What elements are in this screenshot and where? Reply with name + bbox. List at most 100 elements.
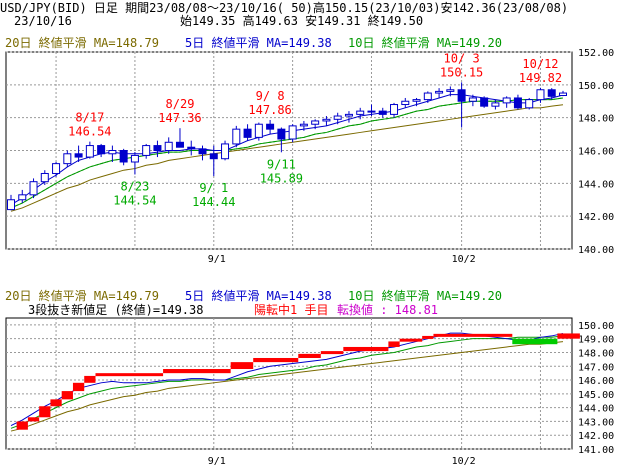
line-break-brick <box>16 421 28 430</box>
candle-body <box>243 128 252 138</box>
top-y-tick-label: 144.00 <box>578 179 614 190</box>
bottom-y-tick-label: 145.00 <box>578 390 614 401</box>
candle-body <box>401 100 410 106</box>
candle-body <box>311 120 320 125</box>
candle-body <box>412 99 421 102</box>
candle-body <box>468 97 477 102</box>
line-break-brick <box>27 417 40 422</box>
bottom-x-tick-label: 10/2 <box>452 456 476 467</box>
candle-body <box>390 104 399 115</box>
high-annotation-value: 146.54 <box>68 125 111 139</box>
candle-body <box>221 143 230 160</box>
line-break-brick <box>163 369 231 374</box>
top-y-tick-label: 146.00 <box>578 147 614 158</box>
candle-body <box>232 128 241 145</box>
candle-body <box>536 89 545 101</box>
bottom-y-tick-label: 147.00 <box>578 362 614 373</box>
candle-body <box>502 97 511 104</box>
candle-body <box>423 92 432 101</box>
candle-body <box>18 194 27 201</box>
line-break-brick <box>320 351 344 355</box>
candle-body <box>322 118 331 122</box>
high-annotation-value: 147.86 <box>248 103 291 117</box>
high-annotation-date: 9/ 8 <box>256 89 285 103</box>
candle-body <box>74 153 83 158</box>
candle-body <box>559 92 567 97</box>
candle-body <box>187 146 196 150</box>
candle-body <box>29 181 38 196</box>
candle-body <box>52 163 61 174</box>
candle-body <box>378 110 387 115</box>
top-y-tick-label: 150.00 <box>578 81 614 92</box>
chart-header-ohlc: 始149.35 高149.63 安149.31 終149.50 <box>180 14 424 28</box>
line-break-brick <box>39 406 51 418</box>
high-annotation-value: 149.82 <box>519 71 562 85</box>
bottom-x-tick-label: 9/1 <box>208 456 226 467</box>
line-break-brick <box>512 338 558 345</box>
candle-body <box>209 153 218 160</box>
bottom-y-tick-label: 144.00 <box>578 404 614 415</box>
candle-body <box>480 97 489 107</box>
top-legend-ma10: 10日 終値平滑 MA=149.20 <box>348 36 502 50</box>
line-break-brick <box>230 362 254 370</box>
candle-body <box>333 115 342 120</box>
candle-body <box>97 145 106 155</box>
bottom-y-tick-label: 142.00 <box>578 431 614 442</box>
candle-body <box>175 141 184 148</box>
high-annotation-value: 150.15 <box>440 65 483 79</box>
low-annotation-date: 9/11 <box>267 157 296 171</box>
top-legend-ma20: 20日 終値平滑 MA=148.79 <box>5 36 159 50</box>
top-legend-ma5: 5日 終値平滑 MA=149.38 <box>185 36 332 50</box>
candle-body <box>119 150 128 163</box>
top-y-tick-label: 142.00 <box>578 212 614 223</box>
candle-body <box>356 110 365 115</box>
bottom-y-tick-label: 146.00 <box>578 376 614 387</box>
line-break-brick <box>50 399 62 407</box>
line-break-brick <box>388 341 400 347</box>
top-x-tick-label: 10/2 <box>452 254 476 265</box>
line-break-brick <box>298 353 321 358</box>
candle-body <box>164 141 173 152</box>
bottom-legend-ma20: 20日 終値平滑 MA=149.79 <box>5 289 159 303</box>
top-ma20-line <box>10 104 564 212</box>
line-break-brick <box>253 357 299 363</box>
candle-body <box>457 89 466 102</box>
bottom-y-tick-label: 149.00 <box>578 335 614 346</box>
top-y-tick-label: 152.00 <box>578 48 614 59</box>
candle-body <box>7 199 15 211</box>
line-break-brick <box>422 335 434 339</box>
chart-header-date: 23/10/16 <box>14 14 72 28</box>
chart-header-line1: USD/JPY(BID) 日足 期間23/08/08～23/10/16( 50)… <box>0 1 569 15</box>
candle-body <box>266 123 275 130</box>
candle-body <box>108 150 117 155</box>
candle-body <box>153 145 162 151</box>
candle-body <box>254 123 263 138</box>
bottom-legend-ma10: 10日 終値平滑 MA=149.20 <box>348 289 502 303</box>
candle-body <box>198 148 207 155</box>
candle-body <box>130 154 139 163</box>
bottom-y-tick-label: 141.00 <box>578 445 614 456</box>
candle-body <box>85 145 94 158</box>
low-annotation-date: 8/23 <box>120 179 149 193</box>
bottom-plot-frame <box>5 317 573 450</box>
candle-body <box>40 172 49 183</box>
bottom-legend-ma5: 5日 終値平滑 MA=149.38 <box>185 289 332 303</box>
candle-body <box>435 90 444 94</box>
candle-body <box>277 128 286 140</box>
low-annotation-value: 144.44 <box>192 195 235 209</box>
high-annotation-date: 8/17 <box>75 111 104 125</box>
status-reversal: 転換値 : 148.81 <box>337 303 439 317</box>
candle-body <box>344 113 353 117</box>
bottom-y-tick-label: 143.00 <box>578 417 614 428</box>
candle-body <box>547 89 556 97</box>
line-break-brick <box>84 375 96 383</box>
candle-body <box>367 110 376 113</box>
high-annotation-value: 147.36 <box>158 111 201 125</box>
line-break-brick <box>343 346 389 352</box>
low-annotation-date: 9/ 1 <box>199 181 228 195</box>
candle-body <box>491 102 500 107</box>
line-break-brick <box>399 338 423 342</box>
line-break-brick <box>72 382 85 392</box>
high-annotation-date: 10/ 3 <box>444 51 480 65</box>
high-annotation-date: 8/29 <box>166 97 195 111</box>
